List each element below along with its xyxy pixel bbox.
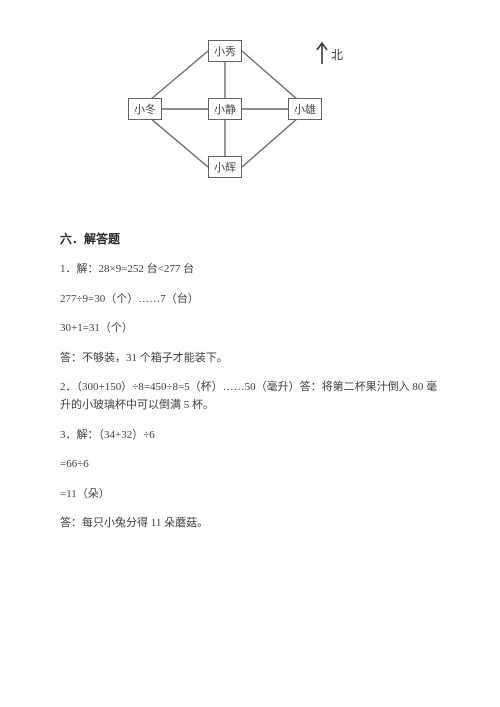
node-right: 小雄: [288, 98, 322, 120]
answer-line: 答：不够装，31 个箱子才能装下。: [60, 350, 445, 368]
answer-line: 2．（300+150）÷8=450÷8=5（杯）……50（毫升）答：将第二杯果汁…: [60, 379, 445, 414]
answer-line: 3．解：（34+32）÷6: [60, 427, 445, 445]
north-text: 北: [331, 46, 343, 63]
section-heading: 六．解答题: [60, 230, 445, 247]
answer-line: =11（朵）: [60, 486, 445, 504]
answer-line: 30+1=31（个）: [60, 320, 445, 338]
answer-line: 1．解：28×9=252 台<277 台: [60, 261, 445, 279]
node-top: 小秀: [208, 40, 242, 62]
node-label: 小静: [214, 101, 236, 117]
north-indicator: [315, 40, 329, 71]
node-label: 小冬: [134, 101, 156, 117]
answer-line: 答：每只小兔分得 11 朵蘑菇。: [60, 515, 445, 533]
node-label: 小辉: [214, 159, 236, 175]
answer-line: 277÷9=30（个）……7（台）: [60, 291, 445, 309]
answer-line: =66÷6: [60, 456, 445, 474]
node-left: 小冬: [128, 98, 162, 120]
page: 小秀 小冬 小静 小雄 小辉 北 六．解答题 1．解：28×9=252 台<27…: [0, 0, 500, 575]
relationship-diagram: 小秀 小冬 小静 小雄 小辉 北: [120, 30, 340, 200]
node-bottom: 小辉: [208, 156, 242, 178]
north-label: 北: [331, 46, 343, 63]
node-label: 小雄: [294, 101, 316, 117]
node-label: 小秀: [214, 43, 236, 59]
node-center: 小静: [208, 98, 242, 120]
arrow-up-icon: [315, 40, 329, 66]
